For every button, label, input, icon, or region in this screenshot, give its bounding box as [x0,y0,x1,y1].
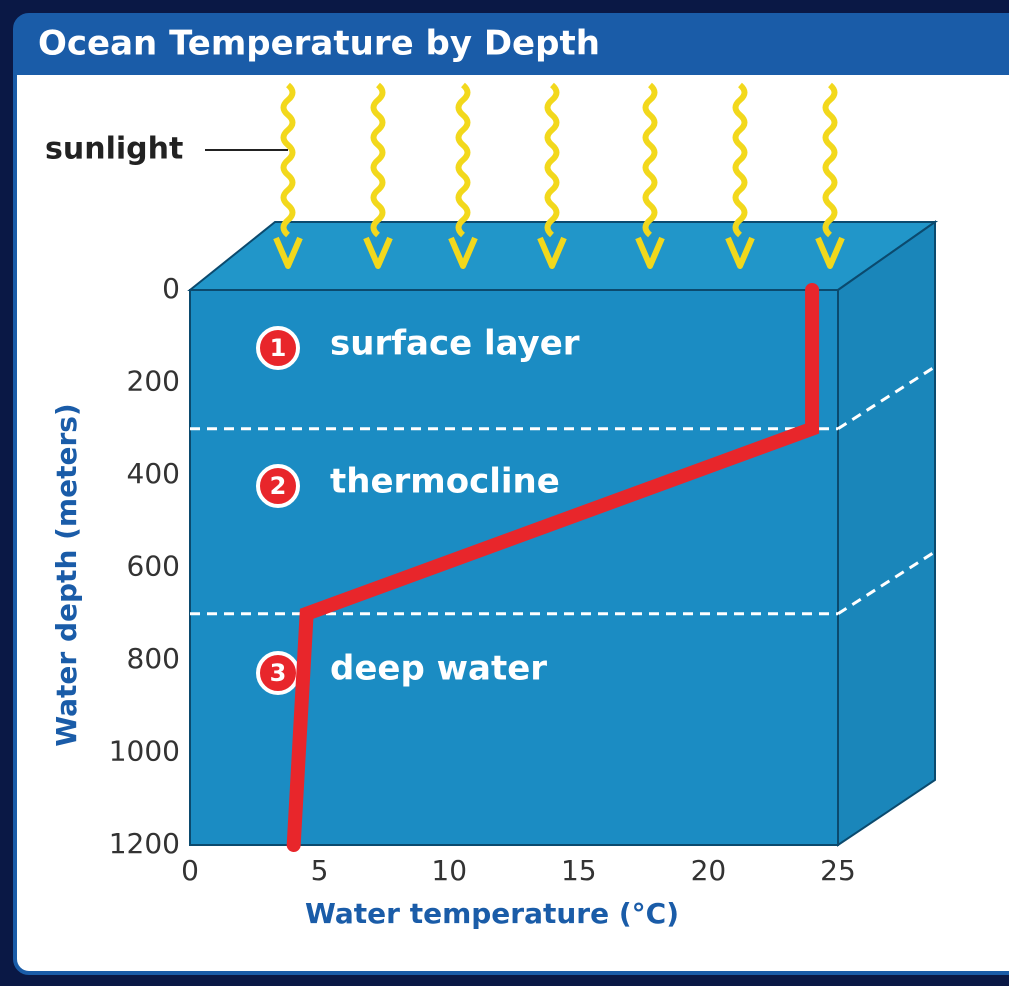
y-tick-label: 0 [162,272,180,305]
layer-boundary-side [837,550,936,616]
sunlight-arrowhead [635,236,665,269]
layer-label: deep water [330,649,547,689]
layer-number: 3 [270,659,287,687]
sunlight-ray [455,82,471,238]
sunlight-arrowhead [273,236,303,269]
sunlight-arrowhead [537,236,567,269]
temperature-line [286,283,820,852]
sunlight-arrowhead [725,236,755,269]
box-side [837,220,936,847]
y-tick-label: 200 [127,365,180,398]
x-tick-label: 10 [431,854,467,887]
y-tick-label: 400 [127,457,180,490]
y-tick-label: 1000 [109,735,180,768]
x-tick-label: 15 [561,854,597,887]
layer-badge [256,326,300,370]
sunlight-label: sunlight [45,132,183,167]
sunlight-ray [544,82,560,238]
x-tick-label: 5 [311,854,329,887]
sunlight-ray [732,82,748,238]
layer-number: 2 [270,472,287,500]
sunlight-ray [822,82,838,238]
layer-number: 1 [270,334,287,362]
header-bar [15,15,1009,75]
x-tick-label: 25 [820,854,856,887]
y-tick-label: 600 [127,550,180,583]
x-axis-label: Water temperature (°C) [305,897,679,930]
sunlight-ray [642,82,658,238]
layer-label: thermocline [330,462,560,502]
y-tick-label: 1200 [109,827,180,860]
sunlight-ray [280,82,296,238]
x-tick-label: 20 [691,854,727,887]
y-tick-label: 800 [127,642,180,675]
sunlight-arrowhead [448,236,478,269]
layer-label: surface layer [330,324,580,364]
sunlight-arrowhead [815,236,845,269]
layer-boundary-side [837,365,936,431]
y-axis-label: Water depth (meters) [50,403,83,746]
sunlight-arrowhead [363,236,393,269]
x-tick-label: 0 [181,854,199,887]
layer-badge [256,464,300,508]
box-front [189,289,839,846]
chart-title: Ocean Temperature by Depth [38,24,600,64]
sunlight-ray [370,82,386,238]
